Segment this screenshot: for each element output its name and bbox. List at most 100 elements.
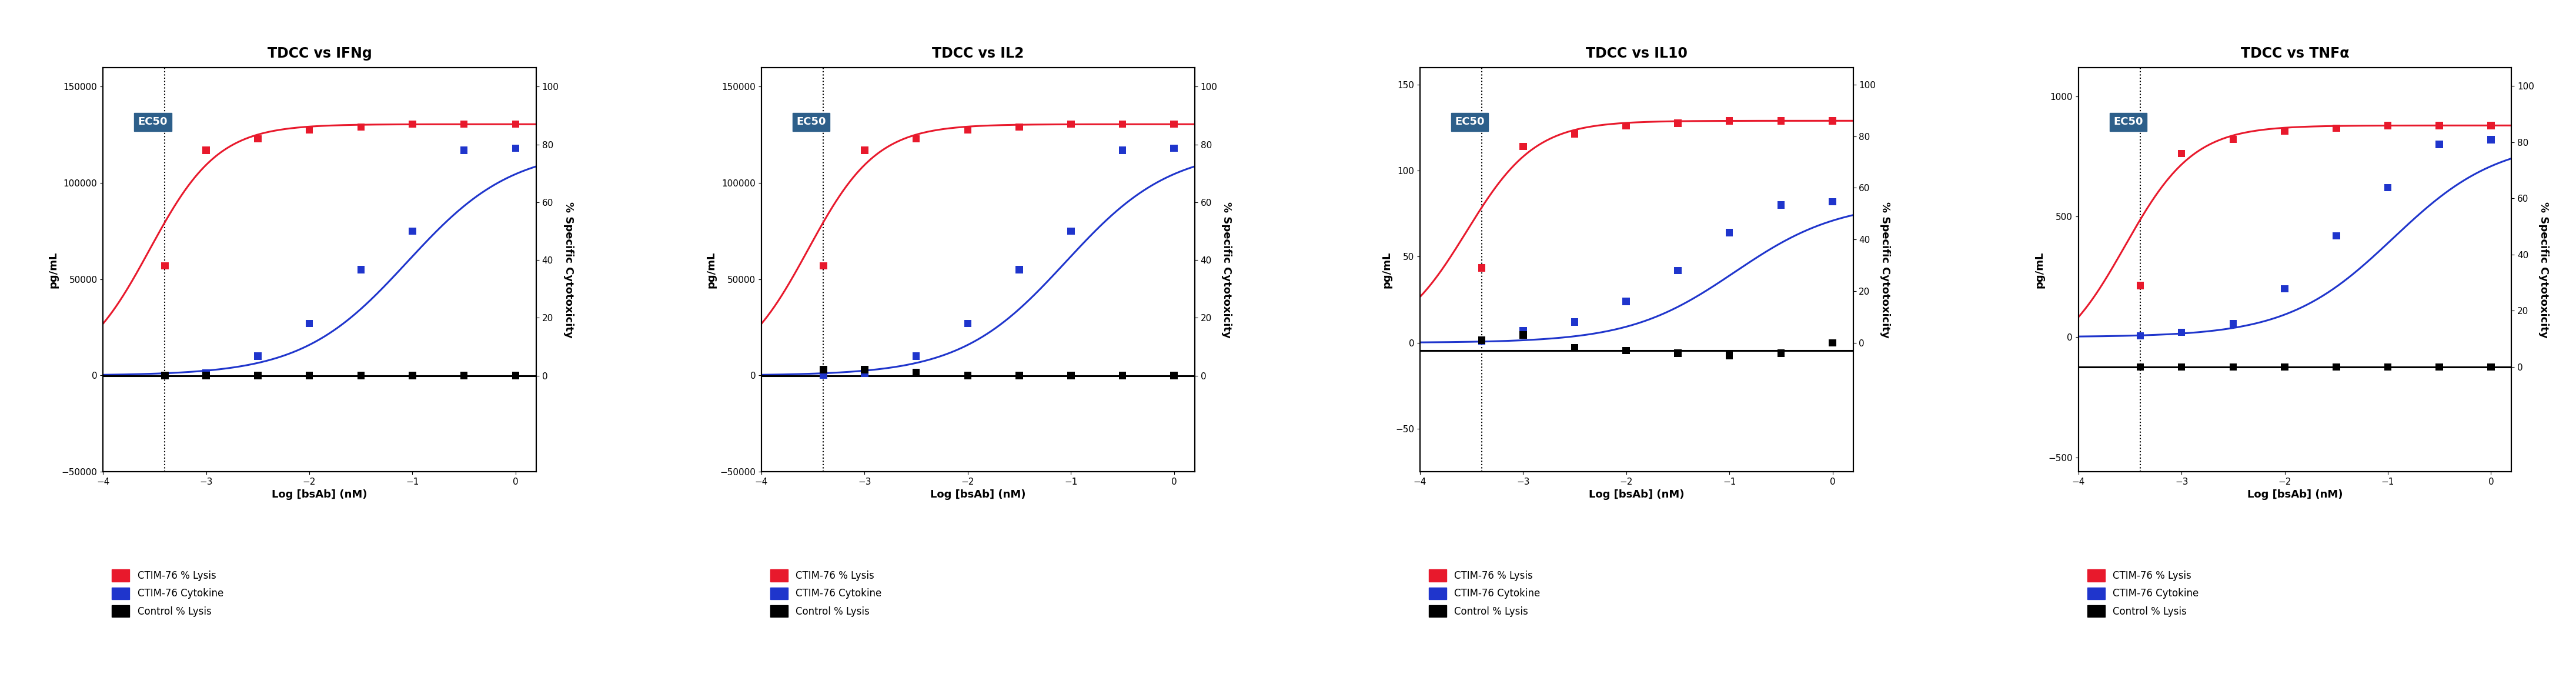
Y-axis label: % Specific Cytotoxicity: % Specific Cytotoxicity: [2537, 202, 2550, 338]
Point: [999, 370, 1041, 381]
Point: [2419, 139, 2460, 150]
Point: [2161, 327, 2202, 338]
Point: [1811, 196, 1852, 207]
Point: [845, 145, 886, 156]
Point: [2367, 183, 2409, 193]
Point: [495, 370, 536, 381]
Point: [2120, 280, 2161, 291]
Point: [1708, 227, 1749, 238]
Point: [1605, 345, 1646, 356]
Point: [1154, 119, 1195, 129]
Point: [1759, 115, 1801, 126]
Point: [443, 119, 484, 129]
Point: [1461, 335, 1502, 346]
Point: [2419, 120, 2460, 131]
Point: [948, 370, 989, 381]
Point: [1051, 370, 1092, 381]
Point: [289, 318, 330, 329]
Y-axis label: pg/mL: pg/mL: [49, 251, 59, 288]
Point: [237, 351, 278, 362]
Point: [999, 122, 1041, 133]
Point: [1553, 342, 1595, 353]
Point: [896, 133, 938, 144]
Point: [185, 368, 227, 379]
Point: [1502, 326, 1543, 336]
Point: [2367, 361, 2409, 372]
Point: [392, 119, 433, 129]
Point: [340, 122, 381, 133]
Point: [2161, 148, 2202, 159]
Point: [392, 370, 433, 381]
Point: [1103, 119, 1144, 129]
Point: [185, 370, 227, 381]
Point: [2213, 134, 2254, 145]
Y-axis label: % Specific Cytotoxicity: % Specific Cytotoxicity: [564, 202, 574, 338]
Point: [845, 365, 886, 375]
Point: [1502, 141, 1543, 152]
Point: [1051, 226, 1092, 237]
Point: [2264, 284, 2306, 295]
Point: [237, 133, 278, 144]
Point: [948, 125, 989, 135]
Legend: CTIM-76 % Lysis, CTIM-76 Cytokine, Control % Lysis: CTIM-76 % Lysis, CTIM-76 Cytokine, Contr…: [108, 565, 227, 621]
Point: [896, 351, 938, 362]
Point: [1461, 336, 1502, 346]
Point: [1553, 128, 1595, 139]
Point: [144, 370, 185, 381]
Point: [2264, 125, 2306, 136]
Point: [1605, 121, 1646, 131]
Point: [1656, 265, 1698, 276]
X-axis label: Log [bsAb] (nM): Log [bsAb] (nM): [930, 489, 1025, 500]
Point: [2367, 120, 2409, 131]
Text: EC50: EC50: [139, 117, 167, 127]
Point: [804, 370, 845, 381]
Point: [1154, 370, 1195, 381]
Point: [340, 264, 381, 275]
Point: [1811, 338, 1852, 348]
Point: [1103, 370, 1144, 381]
Text: EC50: EC50: [1455, 117, 1484, 127]
Legend: CTIM-76 % Lysis, CTIM-76 Cytokine, Control % Lysis: CTIM-76 % Lysis, CTIM-76 Cytokine, Contr…: [768, 565, 886, 621]
Point: [144, 260, 185, 271]
Point: [896, 367, 938, 378]
Y-axis label: pg/mL: pg/mL: [1381, 251, 1391, 288]
X-axis label: Log [bsAb] (nM): Log [bsAb] (nM): [273, 489, 368, 500]
Y-axis label: pg/mL: pg/mL: [2035, 251, 2045, 288]
Point: [948, 318, 989, 329]
Title: TDCC vs IL10: TDCC vs IL10: [1587, 47, 1687, 61]
Point: [2161, 361, 2202, 372]
Point: [1502, 330, 1543, 340]
Point: [1051, 119, 1092, 129]
Point: [2213, 361, 2254, 372]
Point: [495, 119, 536, 129]
Point: [340, 370, 381, 381]
Point: [2316, 231, 2357, 241]
Point: [2470, 134, 2512, 145]
Point: [495, 143, 536, 154]
Point: [804, 260, 845, 271]
Text: EC50: EC50: [796, 117, 827, 127]
Point: [443, 145, 484, 156]
Point: [1656, 348, 1698, 359]
Point: [1103, 145, 1144, 156]
Point: [1708, 350, 1749, 361]
Point: [237, 370, 278, 381]
X-axis label: Log [bsAb] (nM): Log [bsAb] (nM): [1589, 489, 1685, 500]
Point: [2213, 318, 2254, 329]
Title: TDCC vs IL2: TDCC vs IL2: [933, 47, 1025, 61]
Point: [1811, 115, 1852, 126]
Point: [2264, 361, 2306, 372]
Point: [289, 370, 330, 381]
Y-axis label: % Specific Cytotoxicity: % Specific Cytotoxicity: [1880, 202, 1891, 338]
Point: [2316, 123, 2357, 133]
Title: TDCC vs TNFα: TDCC vs TNFα: [2241, 47, 2349, 61]
Text: EC50: EC50: [2112, 117, 2143, 127]
Point: [845, 368, 886, 379]
Point: [1759, 348, 1801, 359]
Point: [2120, 330, 2161, 341]
Y-axis label: pg/mL: pg/mL: [706, 251, 716, 288]
Title: TDCC vs IFNg: TDCC vs IFNg: [268, 47, 371, 61]
Legend: CTIM-76 % Lysis, CTIM-76 Cytokine, Control % Lysis: CTIM-76 % Lysis, CTIM-76 Cytokine, Contr…: [1425, 565, 1543, 621]
Point: [999, 264, 1041, 275]
Point: [2419, 361, 2460, 372]
